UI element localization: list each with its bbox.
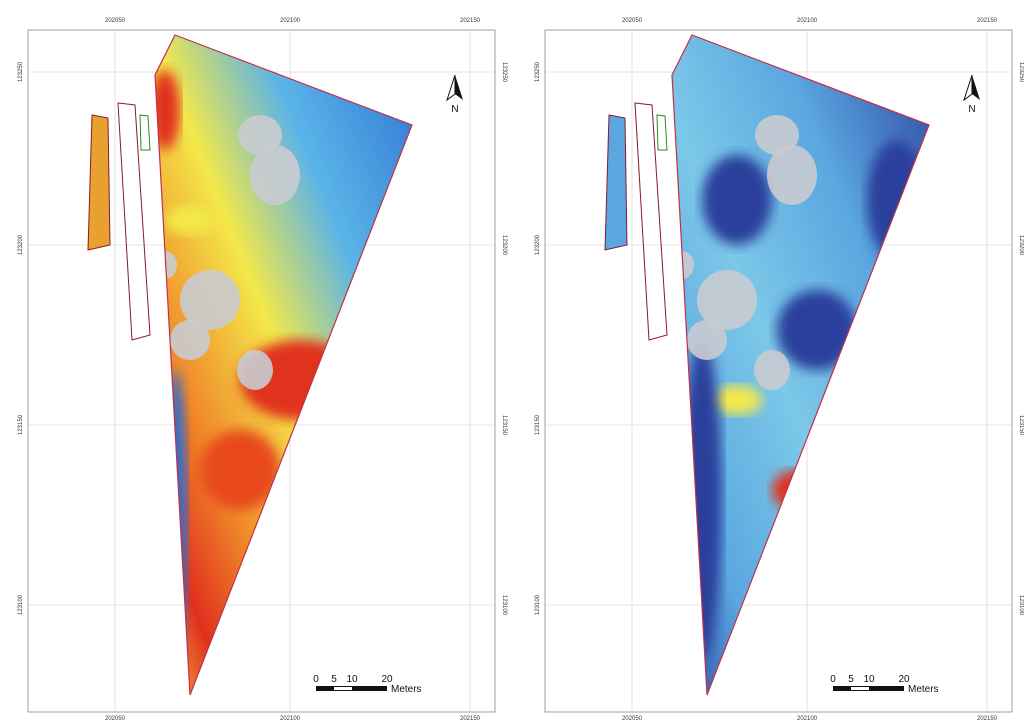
y-coordinate-label: 123250 — [1018, 62, 1024, 83]
scale-unit: Meters — [908, 684, 939, 695]
x-coordinate-label: 202050 — [105, 18, 126, 24]
surface-anomaly — [200, 430, 280, 510]
x-coordinate-label: 202150 — [977, 716, 998, 722]
strip — [88, 115, 110, 250]
y-coordinate-label: 123100 — [535, 594, 541, 615]
x-coordinate-label: 202050 — [622, 18, 643, 24]
y-coordinate-label: 123100 — [1018, 595, 1024, 616]
surface — [150, 30, 420, 700]
y-coordinate-label: 123100 — [18, 594, 24, 615]
north-label: N — [451, 104, 458, 115]
scale-unit: Meters — [391, 684, 422, 695]
y-coordinate-label: 123150 — [1018, 415, 1024, 436]
y-coordinate-label: 123200 — [535, 234, 541, 255]
y-coordinate-label: 123100 — [501, 595, 507, 616]
scale-label: 5 — [331, 674, 337, 685]
y-coordinate-label: 123200 — [18, 234, 24, 255]
surface-anomaly — [165, 205, 215, 235]
strip — [605, 115, 627, 250]
north-arrow — [964, 75, 972, 100]
scale-label: 10 — [346, 674, 358, 685]
x-coordinate-label: 202100 — [280, 716, 301, 722]
excavation-area — [250, 145, 300, 205]
y-coordinate-label: 123250 — [18, 61, 24, 82]
map-figure: 202050 202050 202100 202100 202150 202150 1232… — [0, 0, 1024, 725]
scale-bar — [851, 687, 869, 690]
north-label: N — [968, 104, 975, 115]
surface-anomaly — [150, 70, 180, 150]
surface-anomaly — [772, 470, 822, 510]
x-coordinate-label: 202100 — [797, 716, 818, 722]
surface — [667, 30, 937, 700]
strip — [118, 103, 150, 340]
y-coordinate-label: 123150 — [535, 414, 541, 435]
map-panel: 202050 202050 202100 202100 202150 202150 1232… — [535, 18, 1024, 722]
excavation-area — [170, 320, 210, 360]
strip — [140, 115, 150, 150]
x-coordinate-label: 202150 — [460, 18, 481, 24]
x-coordinate-label: 202100 — [797, 18, 818, 24]
scale-label: 10 — [863, 674, 875, 685]
scale-label: 5 — [848, 674, 854, 685]
y-coordinate-label: 123250 — [501, 62, 507, 83]
north-arrow — [455, 75, 463, 100]
y-coordinate-label: 123150 — [18, 414, 24, 435]
y-coordinate-label: 123200 — [501, 235, 507, 256]
y-coordinate-label: 123150 — [501, 415, 507, 436]
scale-bar — [334, 687, 352, 690]
x-coordinate-label: 202150 — [977, 18, 998, 24]
excavation-area — [767, 145, 817, 205]
surface-anomaly — [712, 385, 762, 415]
surface-anomaly — [163, 370, 187, 670]
excavation-area — [237, 350, 273, 390]
excavation-area — [754, 350, 790, 390]
y-coordinate-label: 123200 — [1018, 235, 1024, 256]
x-coordinate-label: 202100 — [280, 18, 301, 24]
y-coordinate-label: 123250 — [535, 61, 541, 82]
north-arrow — [447, 75, 455, 100]
x-coordinate-label: 202050 — [105, 716, 126, 722]
strip — [657, 115, 667, 150]
strip — [635, 103, 667, 340]
map-panel: 202050 202050 202100 202100 202150 202150 1232… — [18, 18, 507, 722]
surface-anomaly — [777, 290, 857, 370]
x-coordinate-label: 202150 — [460, 716, 481, 722]
surface-anomaly — [867, 140, 927, 260]
surface-anomaly — [702, 155, 772, 245]
excavation-area — [687, 320, 727, 360]
scale-label: 0 — [830, 674, 836, 685]
x-coordinate-label: 202050 — [622, 716, 643, 722]
scale-label: 0 — [313, 674, 319, 685]
north-arrow — [972, 75, 980, 100]
